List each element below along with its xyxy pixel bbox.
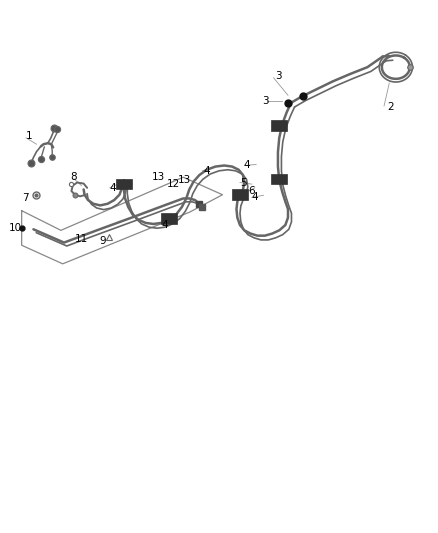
Text: 4: 4 [204,166,210,176]
Text: 3: 3 [262,95,268,106]
Text: 7: 7 [22,193,29,204]
Text: 13: 13 [151,172,165,182]
FancyBboxPatch shape [272,174,287,184]
Text: 13: 13 [177,175,191,185]
Text: 4: 4 [109,183,116,193]
Text: 11: 11 [75,234,88,244]
Text: 5: 5 [240,177,247,188]
Text: 1: 1 [26,131,33,141]
FancyBboxPatch shape [116,179,132,189]
Text: 4: 4 [252,192,258,203]
FancyBboxPatch shape [232,189,248,200]
FancyBboxPatch shape [161,213,177,224]
Text: 6: 6 [249,186,255,196]
Text: 12: 12 [166,179,180,189]
Text: 3: 3 [275,71,282,81]
Text: 8: 8 [71,172,77,182]
Text: 10: 10 [9,223,21,233]
Text: 4: 4 [244,160,250,171]
Text: 2: 2 [388,102,394,112]
FancyBboxPatch shape [272,120,287,131]
Text: 4: 4 [161,220,168,230]
Text: 9: 9 [99,236,106,246]
